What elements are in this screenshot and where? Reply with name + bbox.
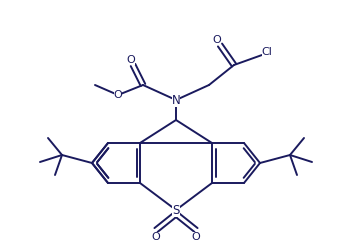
Text: O: O	[127, 55, 136, 65]
Text: O: O	[152, 232, 161, 242]
Text: Cl: Cl	[262, 47, 272, 57]
Text: S: S	[172, 204, 180, 217]
Text: O: O	[191, 232, 200, 242]
Text: O: O	[114, 90, 122, 100]
Text: N: N	[172, 94, 180, 106]
Text: O: O	[213, 35, 221, 45]
